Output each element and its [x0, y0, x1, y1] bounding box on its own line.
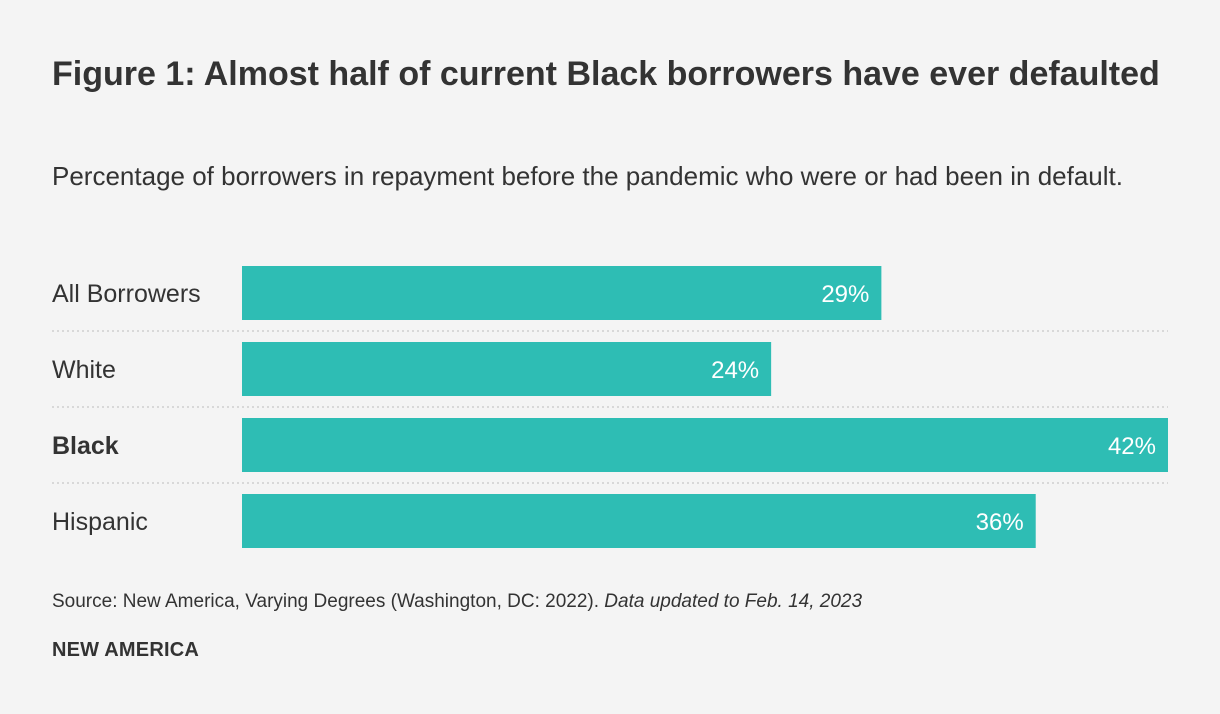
- value-label-all-borrowers: 29%: [821, 281, 869, 308]
- category-label-black: Black: [52, 432, 119, 460]
- category-label-all-borrowers: All Borrowers: [52, 280, 201, 308]
- source-note: Source: New America, Varying Degrees (Wa…: [52, 590, 862, 614]
- chart-subtitle: Percentage of borrowers in repayment bef…: [52, 161, 1123, 191]
- value-label-black: 42%: [1108, 433, 1156, 460]
- value-label-hispanic: 36%: [976, 509, 1024, 536]
- value-label-white: 24%: [711, 357, 759, 384]
- bar-hispanic: [242, 494, 1036, 548]
- category-label-hispanic: Hispanic: [52, 508, 148, 536]
- bar-chart: All Borrowers 29% White 24% Black 42% Hispanic…: [52, 266, 1168, 548]
- data-updated-note: Data updated to Feb. 14, 2023: [604, 591, 863, 612]
- chart-title: Figure 1: Almost half of current Black b…: [52, 55, 1160, 93]
- source-text: Source: New America, Varying Degrees (Wa…: [52, 591, 600, 612]
- bar-white: [242, 342, 772, 396]
- brand-logo-text: NEW AMERICA: [52, 639, 200, 661]
- category-label-white: White: [52, 356, 116, 384]
- bar-all-borrowers: [242, 266, 882, 320]
- bar-black: [242, 418, 1168, 472]
